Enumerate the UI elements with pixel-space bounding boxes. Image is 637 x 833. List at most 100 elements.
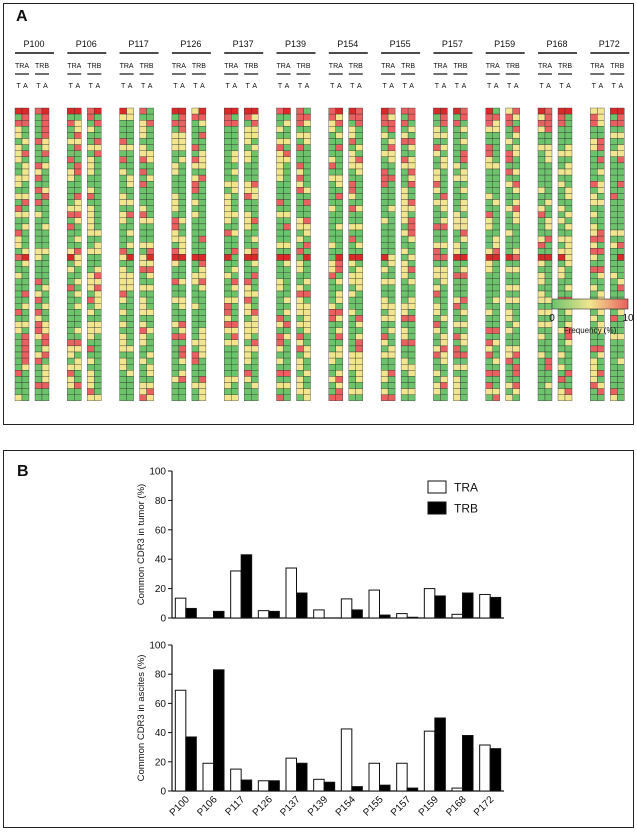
heatmap-cell [34,272,43,279]
heatmap-cell [492,144,500,151]
heatmap-cell [610,254,618,261]
heatmap-cell [505,113,513,121]
heatmap-cell [67,290,75,298]
heatmap-cell [119,174,127,182]
heatmap-cell [492,229,500,237]
heatmap-cell [590,266,598,273]
heatmap-cell [557,345,566,353]
heatmap-cell [303,156,311,164]
chain-label: TRA [590,63,604,70]
heatmap-cell [348,120,356,127]
heatmap-cell [400,181,409,188]
heatmap-cell [544,254,553,261]
heatmap-cell [355,205,363,212]
heatmap-cell [74,339,82,347]
heatmap-cell [492,156,500,164]
bar-TRA-P155 [368,589,380,619]
heatmap-cell [283,327,291,334]
y-tick-label: 0 [160,787,166,798]
heatmap-cell [171,364,180,371]
heatmap-cell [283,333,291,340]
heatmap-cell [492,254,500,261]
heatmap-cell [505,132,513,139]
heatmap-cell [251,296,259,304]
heatmap-cell [34,364,43,371]
heatmap-cell [512,321,520,328]
x-tick-label: P157 [389,794,414,819]
heatmap-cell [244,242,252,249]
heatmap-cell [198,370,207,377]
bar-TRB-P117 [240,554,253,619]
heatmap-cell [126,394,134,401]
heatmap-cell [191,266,200,273]
sample-label: T [121,83,126,90]
panel-b-bar-charts: B 0 20 40 60 80 100 Common CDR3 in tumor (%) 0 2… [3,450,634,828]
heatmap-cell [335,242,343,249]
heatmap-cell [296,120,304,127]
heatmap-cell [453,113,461,121]
heatmap-cell [355,284,363,292]
heatmap-cell [440,132,448,139]
sample-label: A [514,83,519,90]
heatmap-cell [537,357,546,365]
heatmap-cell [34,339,43,347]
heatmap-cell [440,144,448,151]
heatmap-cell [407,376,416,383]
bar-TRA-P126 [257,780,270,792]
heatmap-cell [276,242,284,249]
heatmap-cell [512,339,520,347]
heatmap-cell [178,272,187,279]
heatmap-cell [537,138,546,145]
heatmap-cell [74,321,82,328]
heatmap-cell [231,309,239,316]
heatmap-cell [283,357,291,365]
heatmap-cell [74,254,82,261]
heatmap-cell [492,357,500,365]
heatmap-cell [544,357,553,365]
heatmap-cell [407,187,416,194]
heatmap-cell [119,187,127,194]
heatmap-cell [21,339,30,347]
heatmap-cell [146,217,154,225]
heatmap-cell [460,181,468,188]
heatmap-cell [485,120,493,127]
heatmap-cell [433,296,441,304]
heatmap-cell [171,272,180,279]
chain-label: TRB [87,63,101,70]
heatmap-cell [303,351,311,359]
heatmap-cell [355,229,363,237]
heatmap-cell [380,126,389,133]
heatmap-cell [460,266,468,273]
heatmap-cell [87,382,95,389]
heatmap-cell [492,388,500,395]
bar-TRA-P168 [451,613,463,619]
heatmap-cell [460,254,468,261]
heatmap-cell [126,290,134,298]
heatmap-cell [178,296,187,304]
heatmap-cell [67,278,75,286]
heatmap-cell [231,321,239,328]
heatmap-cell [335,174,343,182]
heatmap-cell [380,321,389,328]
heatmap-cell [512,278,520,286]
heatmap-cell [433,370,441,377]
heatmap-cell [276,309,284,316]
heatmap-cell [610,370,618,377]
heatmap-cell [537,309,546,316]
heatmap-cell [380,309,389,316]
heatmap-cell [492,162,500,170]
heatmap-cell [244,132,252,139]
heatmap-cell [407,248,416,255]
heatmap-cell [21,193,30,200]
heatmap-cell [610,156,618,164]
heatmap-cell [126,168,134,176]
heatmap-cell [564,174,573,182]
heatmap-cell [433,351,441,359]
heatmap-cell [146,394,154,401]
heatmap-cell [440,364,448,371]
heatmap-cell [126,370,134,377]
heatmap-cell [244,229,252,237]
heatmap-cell [617,187,625,194]
heatmap-cell [380,217,389,225]
y-tick-label: 0 [160,614,166,625]
